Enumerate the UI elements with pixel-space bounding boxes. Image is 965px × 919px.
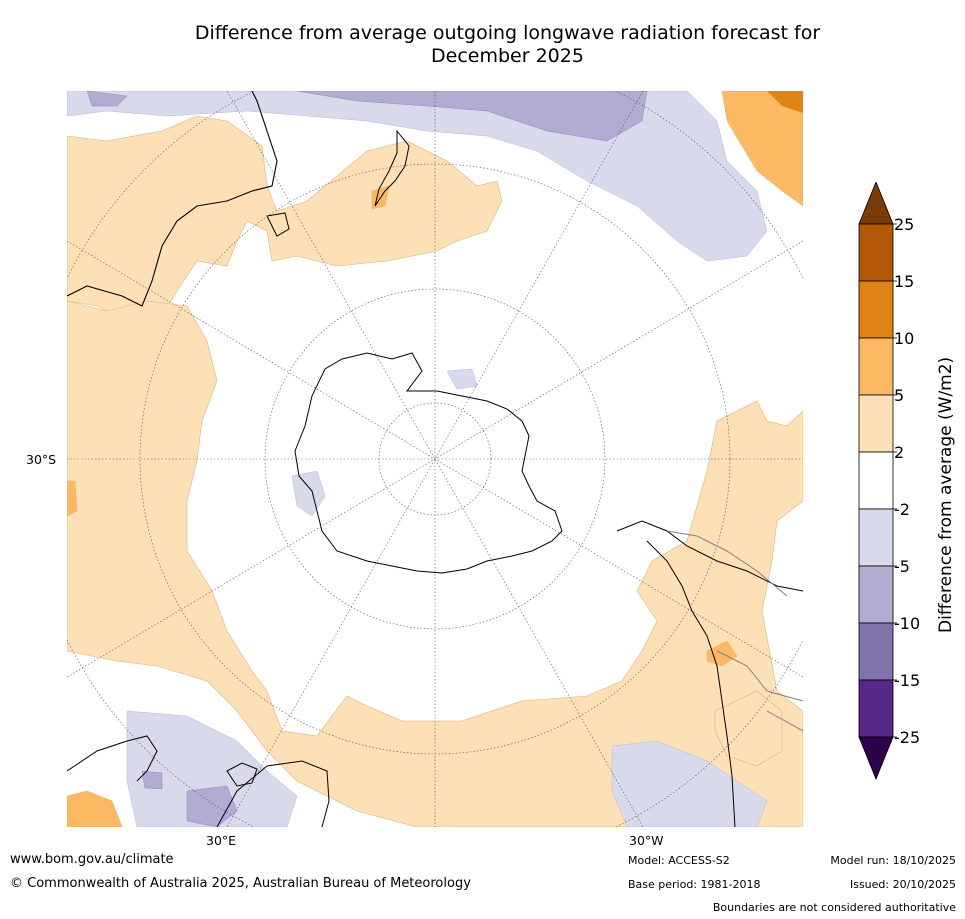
colorbar-extend-max — [858, 182, 894, 225]
anomaly-plus-10-15 — [767, 91, 803, 113]
africa-coastline — [67, 735, 330, 827]
colorbar-box — [858, 679, 894, 738]
colorbar-box — [858, 223, 894, 282]
colorbar-label: Difference from average (W/m2) — [936, 356, 956, 633]
madagascar-coastline — [226, 762, 258, 787]
title-line-1: Difference from average outgoing longwav… — [194, 22, 821, 44]
colorbar-tick-label: 2 — [894, 443, 904, 462]
colorbar-tick-label: 5 — [894, 386, 904, 405]
colorbar-tick-label: -2 — [894, 500, 910, 519]
colorbar-tick-label: -10 — [894, 614, 920, 633]
title-line-2: December 2025 — [431, 45, 584, 67]
footer-base-period: Base period: 1981-2018 — [628, 878, 761, 891]
antarctica-coastline — [294, 352, 563, 574]
australia-coastline — [67, 91, 278, 307]
chart-title: Difference from average outgoing longwav… — [0, 22, 965, 68]
polar-map — [67, 91, 803, 827]
colorbar-tick-label: -15 — [894, 671, 920, 690]
lon-label-30w: 30°W — [629, 833, 664, 848]
footer-model: Model: ACCESS-S2 — [628, 854, 730, 867]
footer-copyright: © Commonwealth of Australia 2025, Austra… — [10, 876, 471, 891]
colorbar-box — [858, 394, 894, 453]
south-america-coastline-2 — [646, 540, 736, 827]
colorbar-extend-min — [858, 736, 894, 781]
tasmania-coastline — [266, 212, 290, 237]
footer-issued: Issued: 20/10/2025 — [849, 878, 956, 891]
colorbar-tick-label: -5 — [894, 557, 910, 576]
colorbar: 25 15 10 5 2 -2 -5 -10 -15 -25 — [858, 182, 920, 781]
footer-disclaimer: Boundaries are not considered authoritat… — [712, 901, 956, 914]
colorbar-tick-label: 10 — [894, 329, 914, 348]
colorbar-tick-label: -25 — [894, 728, 920, 747]
anomaly-minus-5-10 — [86, 91, 648, 827]
colorbar-box — [858, 565, 894, 624]
graticule — [67, 91, 803, 827]
lon-label-30e: 30°E — [206, 833, 237, 848]
colorbar-tick-label: 15 — [894, 272, 914, 291]
colorbar-box — [858, 280, 894, 339]
colorbar-box — [858, 337, 894, 396]
colorbar-tick-label: 25 — [894, 215, 914, 234]
new-zealand-coastline — [374, 129, 410, 207]
lat-label-30s: 30°S — [26, 452, 57, 467]
colorbar-box — [858, 451, 894, 510]
colorbar-box — [858, 622, 894, 681]
country-boundaries — [666, 530, 803, 732]
footer-model-run: Model run: 18/10/2025 — [830, 854, 956, 867]
colorbar-box — [858, 508, 894, 567]
footer-url[interactable]: www.bom.gov.au/climate — [10, 852, 174, 867]
